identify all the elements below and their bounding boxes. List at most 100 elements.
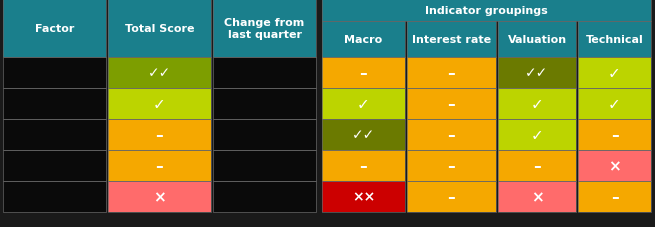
Bar xyxy=(108,0,211,58)
Text: Factor: Factor xyxy=(35,24,74,34)
Text: Technical: Technical xyxy=(586,35,643,45)
Bar xyxy=(407,119,496,150)
Bar xyxy=(498,119,576,150)
Bar xyxy=(3,181,106,212)
Bar xyxy=(108,89,211,119)
Bar xyxy=(213,181,316,212)
Text: ×: × xyxy=(531,189,544,204)
Bar xyxy=(322,22,405,58)
Text: –: – xyxy=(447,158,455,173)
Bar xyxy=(322,58,405,89)
Bar xyxy=(213,58,316,89)
Bar xyxy=(407,58,496,89)
Text: –: – xyxy=(533,158,541,173)
Bar xyxy=(578,58,651,89)
Bar xyxy=(578,89,651,119)
Bar xyxy=(3,150,106,181)
Bar xyxy=(578,58,651,89)
Bar xyxy=(498,58,576,89)
Text: ××: ×× xyxy=(352,190,375,204)
Bar xyxy=(213,58,316,89)
Bar xyxy=(3,0,106,58)
Bar xyxy=(3,181,106,212)
Bar xyxy=(498,119,576,150)
Bar xyxy=(108,89,211,119)
Bar xyxy=(498,89,576,119)
Bar xyxy=(407,150,496,181)
Bar xyxy=(3,0,106,58)
Text: –: – xyxy=(447,127,455,142)
Text: ✓: ✓ xyxy=(531,96,544,111)
Bar xyxy=(498,89,576,119)
Bar xyxy=(498,150,576,181)
Bar xyxy=(322,150,405,181)
Bar xyxy=(322,58,405,89)
Bar xyxy=(108,58,211,89)
Bar xyxy=(407,22,496,58)
Bar xyxy=(213,0,316,58)
Bar xyxy=(498,181,576,212)
Bar xyxy=(108,150,211,181)
Bar xyxy=(322,22,405,58)
Bar xyxy=(407,119,496,150)
Bar xyxy=(578,22,651,58)
Text: ✓✓: ✓✓ xyxy=(148,66,171,80)
Text: ✓: ✓ xyxy=(608,66,621,81)
Text: –: – xyxy=(610,189,618,204)
Text: ×: × xyxy=(153,189,166,204)
Text: –: – xyxy=(156,127,163,142)
Bar xyxy=(322,181,405,212)
Bar xyxy=(322,89,405,119)
Text: Interest rate: Interest rate xyxy=(412,35,491,45)
Bar xyxy=(498,181,576,212)
Bar xyxy=(213,119,316,150)
Bar xyxy=(213,119,316,150)
Bar xyxy=(407,58,496,89)
Bar xyxy=(108,150,211,181)
Bar xyxy=(407,89,496,119)
Bar xyxy=(108,181,211,212)
Bar xyxy=(407,22,496,58)
Bar xyxy=(498,150,576,181)
Bar xyxy=(108,119,211,150)
Text: Valuation: Valuation xyxy=(508,35,567,45)
Text: ✓: ✓ xyxy=(608,96,621,111)
Bar xyxy=(3,119,106,150)
Bar xyxy=(407,150,496,181)
Text: Indicator groupings: Indicator groupings xyxy=(425,6,548,16)
Bar xyxy=(407,181,496,212)
Bar xyxy=(322,0,651,22)
Bar xyxy=(213,89,316,119)
Bar xyxy=(578,119,651,150)
Text: –: – xyxy=(360,158,367,173)
Text: ✓✓: ✓✓ xyxy=(352,128,375,142)
Bar xyxy=(578,89,651,119)
Bar xyxy=(108,58,211,89)
Bar xyxy=(322,119,405,150)
Bar xyxy=(3,119,106,150)
Bar xyxy=(578,181,651,212)
Text: –: – xyxy=(156,158,163,173)
Text: Total Score: Total Score xyxy=(124,24,195,34)
Bar xyxy=(3,58,106,89)
Bar xyxy=(322,0,651,22)
Bar xyxy=(407,181,496,212)
Bar xyxy=(578,150,651,181)
Text: Change from
last quarter: Change from last quarter xyxy=(225,18,305,40)
Text: –: – xyxy=(447,189,455,204)
Bar xyxy=(578,22,651,58)
Text: ✓: ✓ xyxy=(531,127,544,142)
Bar xyxy=(3,89,106,119)
Bar xyxy=(3,58,106,89)
Bar xyxy=(213,150,316,181)
Bar xyxy=(498,22,576,58)
Text: ✓: ✓ xyxy=(357,96,370,111)
Bar xyxy=(578,119,651,150)
Text: –: – xyxy=(360,66,367,81)
Bar xyxy=(498,22,576,58)
Bar xyxy=(108,181,211,212)
Text: ✓✓: ✓✓ xyxy=(525,66,549,80)
Bar xyxy=(213,89,316,119)
Bar xyxy=(322,181,405,212)
Bar xyxy=(322,119,405,150)
